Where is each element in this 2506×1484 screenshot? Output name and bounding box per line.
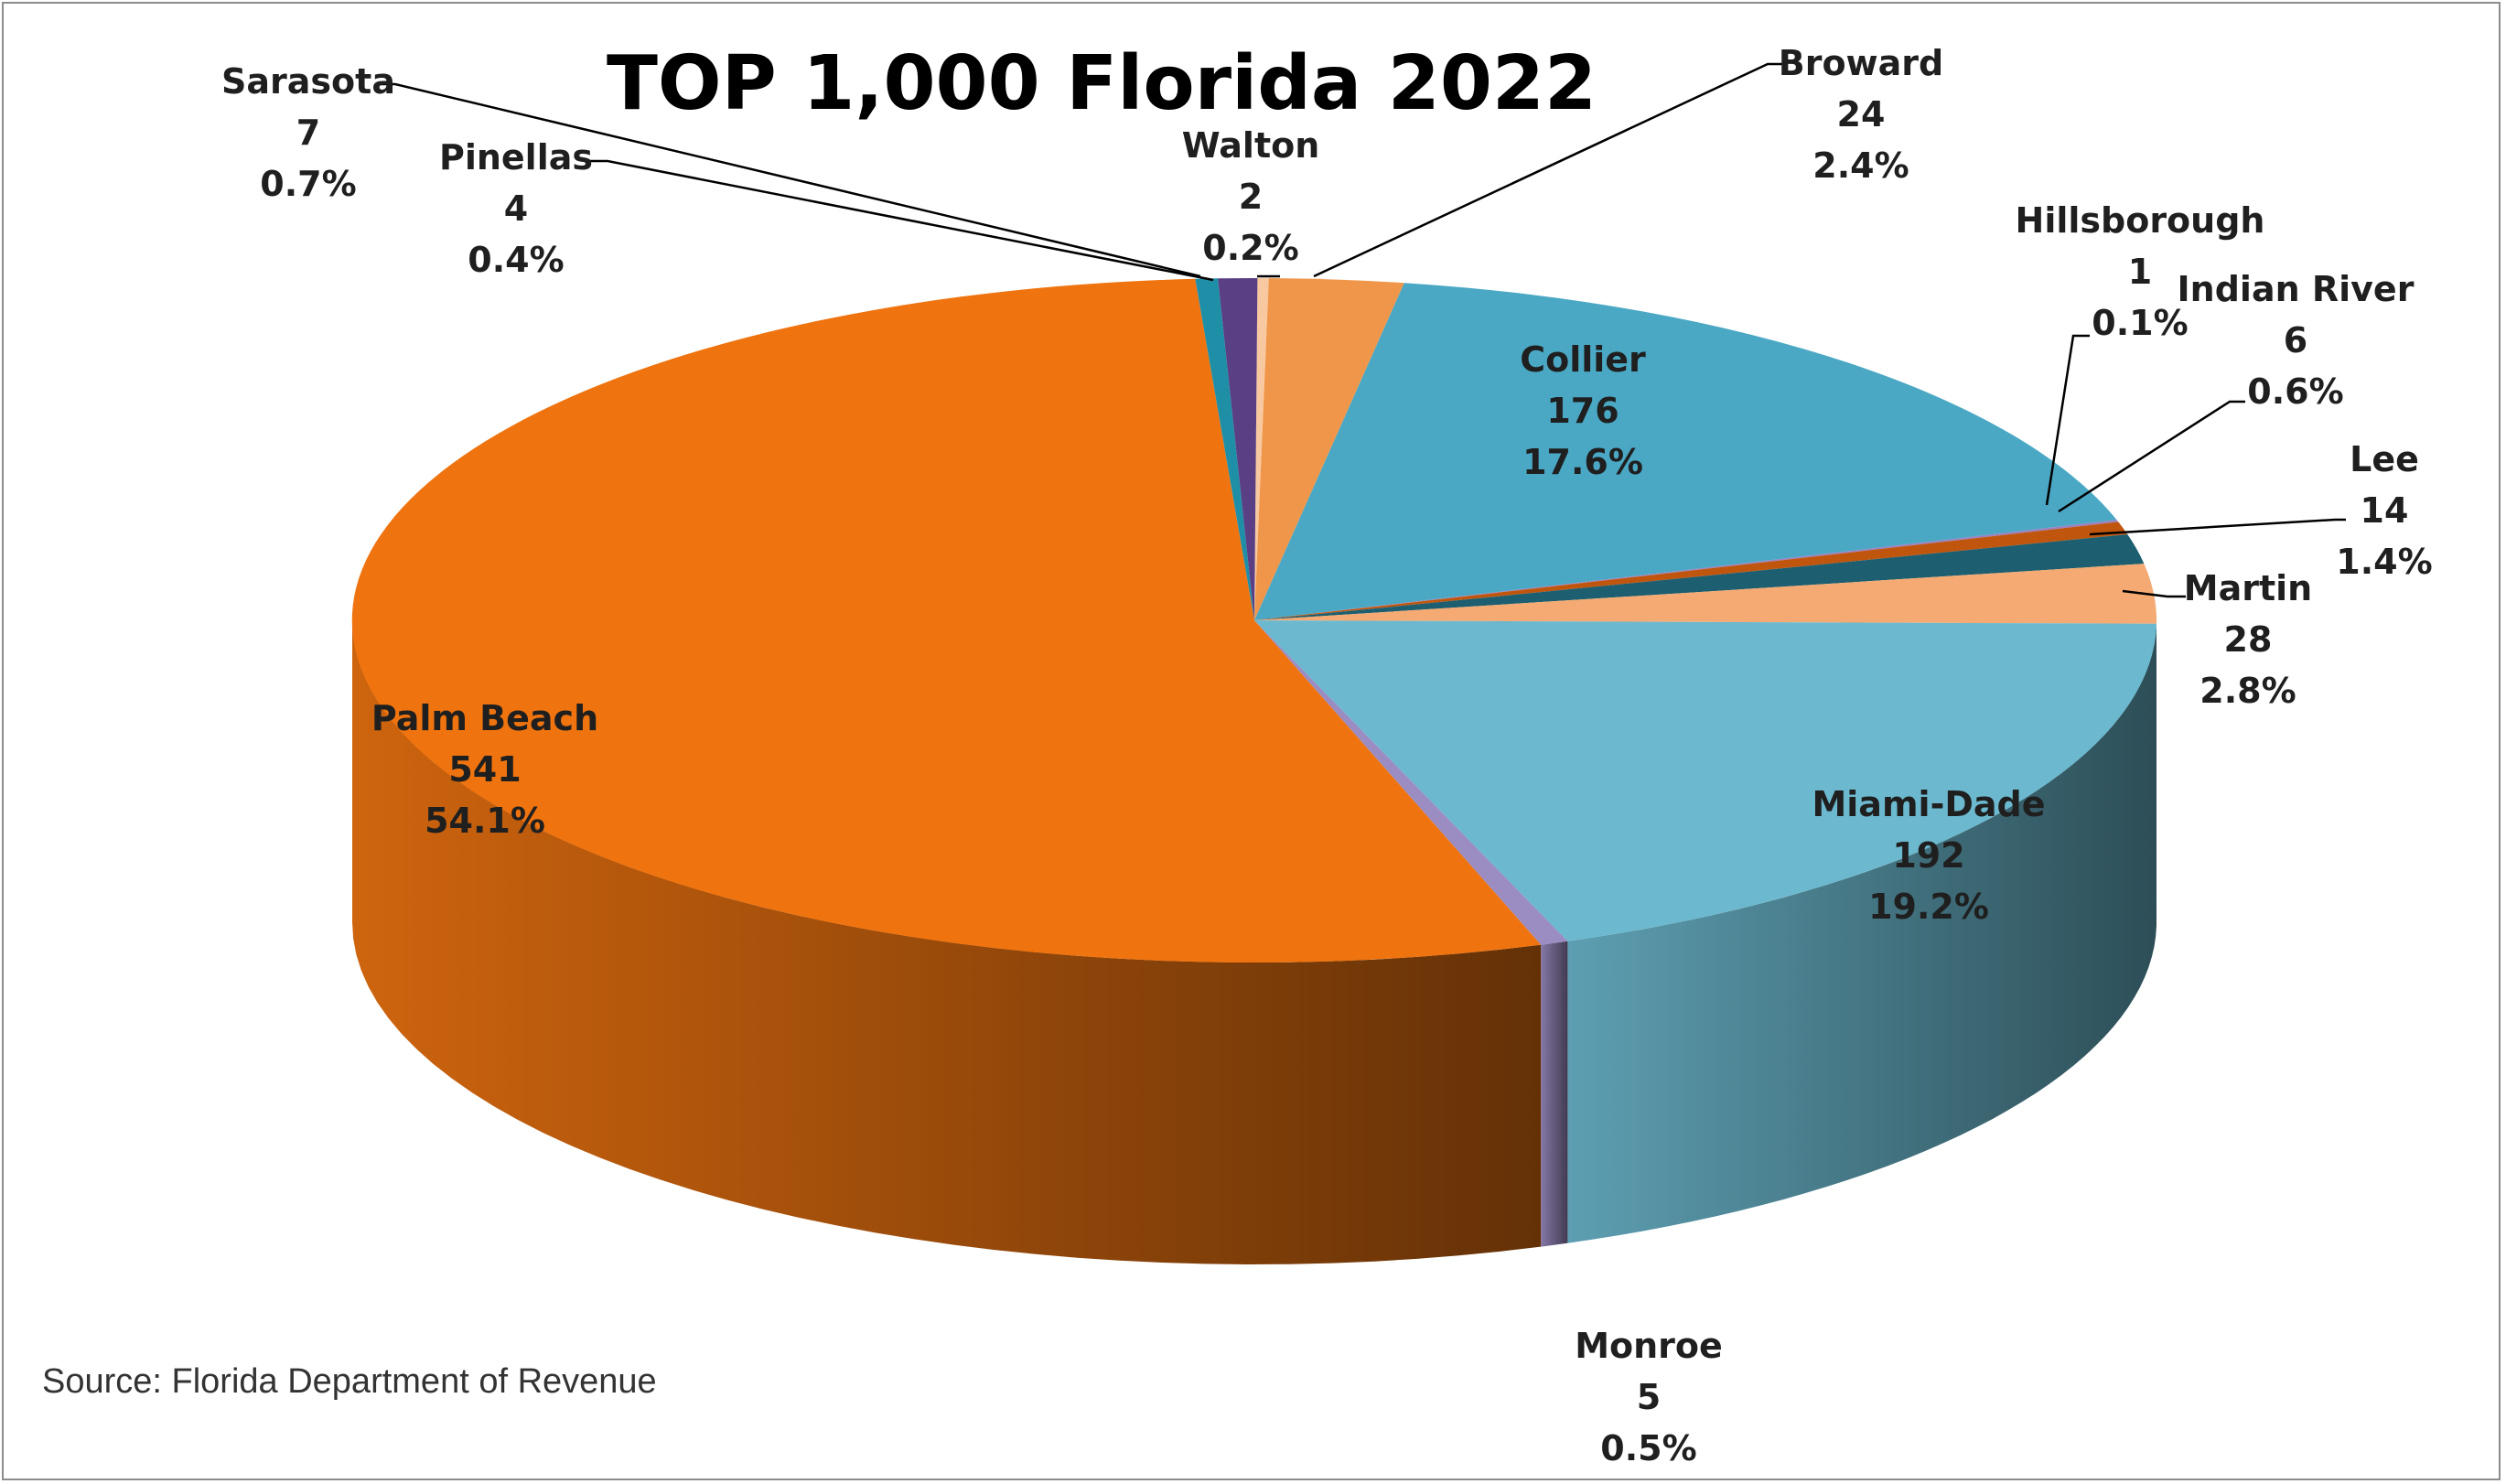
leader-lines xyxy=(379,62,2346,598)
slice-label-percent-collier: 17.6% xyxy=(1522,442,1643,482)
slice-label-value-sarasota: 7 xyxy=(296,113,320,153)
slice-label-name-sarasota: Sarasota xyxy=(221,61,395,102)
slice-label-name-martin: Martin xyxy=(2184,568,2312,608)
leader-indian-river xyxy=(2058,400,2245,513)
side-palm-beach xyxy=(352,620,1542,1264)
slice-label-value-broward: 24 xyxy=(1837,94,1886,134)
slice-label-value-lee: 14 xyxy=(2361,490,2409,531)
slice-martin xyxy=(1254,564,2157,624)
slice-label-value-miami-dade: 192 xyxy=(1892,835,1964,876)
slice-label-value-indian-river: 6 xyxy=(2284,320,2307,360)
slice-label-percent-monroe: 0.5% xyxy=(1600,1428,1696,1468)
slice-label-value-palm-beach: 541 xyxy=(448,749,521,790)
slice-label-percent-hillsborough: 0.1% xyxy=(2092,303,2188,343)
slice-label-percent-sarasota: 0.7% xyxy=(260,164,356,204)
side-monroe xyxy=(1541,941,1568,1247)
slice-label-value-collier: 176 xyxy=(1546,391,1619,431)
slice-label-name-lee: Lee xyxy=(2350,439,2419,479)
slice-label-value-hillsborough: 1 xyxy=(2128,252,2152,292)
slice-label-percent-walton: 0.2% xyxy=(1202,228,1298,268)
slice-sarasota xyxy=(1218,277,1258,620)
slice-broward xyxy=(1254,278,1404,620)
slice-label-value-martin: 28 xyxy=(2224,619,2273,660)
slice-monroe xyxy=(1254,620,1568,945)
slice-label-percent-lee: 1.4% xyxy=(2336,542,2432,582)
slice-label-percent-palm-beach: 54.1% xyxy=(425,801,545,841)
slice-label-name-palm-beach: Palm Beach xyxy=(371,698,598,738)
leader-pinellas xyxy=(589,159,1214,282)
leader-sarasota xyxy=(379,82,1201,278)
slice-label-percent-martin: 2.8% xyxy=(2199,671,2296,711)
slice-collier xyxy=(1254,283,2117,620)
leader-lee xyxy=(2089,518,2346,536)
slice-label-percent-miami-dade: 19.2% xyxy=(1868,887,1989,927)
slice-label-value-pinellas: 4 xyxy=(504,188,528,229)
slice-miami-dade xyxy=(1254,620,2156,941)
leader-martin xyxy=(2122,589,2186,598)
slice-label-name-indian-river: Indian River xyxy=(2178,269,2415,309)
slice-label-percent-pinellas: 0.4% xyxy=(468,240,564,280)
pie-chart: Walton20.2%Broward242.4%Collier17617.6%H… xyxy=(42,40,2433,1468)
slice-label-name-hillsborough: Hillsborough xyxy=(2016,200,2265,241)
side-miami-dade xyxy=(1567,623,2156,1243)
slice-label-name-monroe: Monroe xyxy=(1575,1326,1723,1366)
slice-label-value-walton: 2 xyxy=(1239,177,1263,217)
pie-side-walls xyxy=(352,620,2156,1264)
chart-title: TOP 1,000 Florida 2022 xyxy=(607,40,1597,127)
slice-label-name-broward: Broward xyxy=(1779,43,1944,83)
slice-label-percent-indian-river: 0.6% xyxy=(2247,371,2343,412)
slice-label-name-miami-dade: Miami-Dade xyxy=(1812,784,2045,824)
source-note: Source: Florida Department of Revenue xyxy=(42,1362,657,1401)
slice-pinellas xyxy=(1195,278,1254,620)
slice-palm-beach xyxy=(351,278,1542,962)
slice-label-value-monroe: 5 xyxy=(1637,1377,1661,1417)
slice-walton xyxy=(1254,277,1269,620)
slice-label-name-pinellas: Pinellas xyxy=(439,137,593,177)
slice-label-name-collier: Collier xyxy=(1520,339,1646,380)
slice-label-percent-broward: 2.4% xyxy=(1812,145,1909,186)
slice-labels: Walton20.2%Broward242.4%Collier17617.6%H… xyxy=(221,43,2433,1468)
slice-label-name-walton: Walton xyxy=(1182,125,1320,166)
pie-top-faces xyxy=(351,277,2157,962)
slice-lee xyxy=(1254,534,2145,620)
slice-hillsborough xyxy=(1254,520,2119,620)
leader-broward xyxy=(1313,62,1788,278)
leader-hillsborough xyxy=(2045,334,2090,506)
slice-indian-river xyxy=(1254,522,2128,620)
